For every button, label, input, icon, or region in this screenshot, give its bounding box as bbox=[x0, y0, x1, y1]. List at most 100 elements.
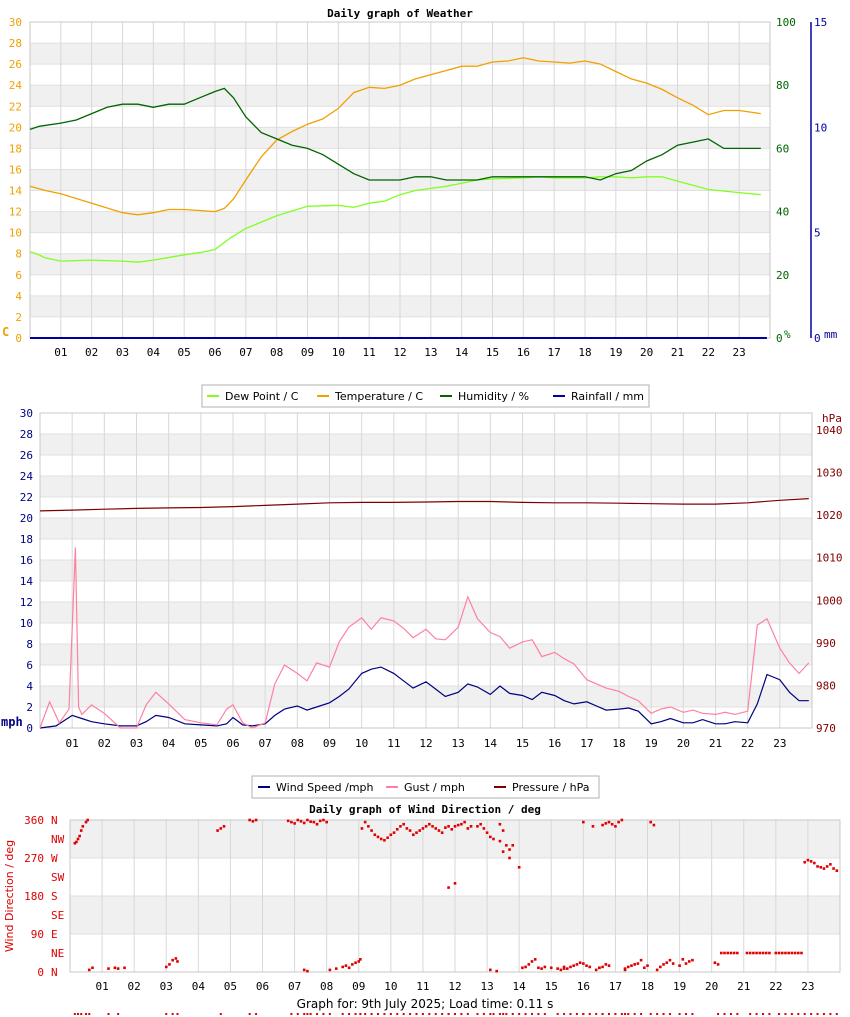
dir-point bbox=[434, 827, 438, 830]
dir-point bbox=[293, 822, 296, 825]
dir-point bbox=[572, 964, 576, 967]
dir-point bbox=[370, 829, 373, 832]
dir-strip-point bbox=[80, 1013, 83, 1015]
dir-strip-point bbox=[582, 1013, 585, 1015]
dir-point bbox=[752, 951, 755, 955]
dir-strip-point bbox=[498, 1013, 501, 1015]
dir-plot-frame bbox=[69, 819, 841, 973]
dir-point bbox=[524, 965, 527, 969]
dir-point bbox=[174, 957, 178, 960]
dir-point bbox=[402, 822, 405, 826]
dir-point bbox=[508, 848, 511, 851]
weather-tick-x: 14 bbox=[455, 346, 469, 359]
dir-strip-point bbox=[784, 1013, 787, 1015]
wind-tick-left: 14 bbox=[20, 575, 34, 588]
weather-tick-left: 8 bbox=[15, 248, 22, 261]
dir-point bbox=[601, 823, 604, 827]
wind-tick-left: 24 bbox=[20, 470, 34, 483]
dir-compass-label: NE bbox=[51, 947, 64, 960]
dir-point bbox=[75, 840, 78, 844]
dir-compass-label: S bbox=[51, 890, 58, 903]
weather-unit-rain: mm bbox=[824, 328, 838, 341]
weather-tick-left: 12 bbox=[9, 206, 22, 219]
dir-point bbox=[463, 820, 466, 824]
dir-point bbox=[440, 831, 444, 834]
wind-tick-x: 19 bbox=[645, 737, 658, 750]
dir-point bbox=[164, 965, 168, 969]
dir-point bbox=[732, 951, 736, 955]
weather-unit-humidity: % bbox=[784, 328, 791, 341]
weather-legend-label: Rainfall / mm bbox=[571, 390, 644, 403]
dir-point bbox=[286, 819, 290, 823]
dir-point bbox=[302, 968, 306, 972]
dir-point bbox=[302, 821, 306, 825]
dir-tick-x: 14 bbox=[513, 980, 527, 993]
dir-tick-x: 02 bbox=[128, 980, 141, 993]
dir-strip-point bbox=[668, 1013, 671, 1015]
dir-tick-x: 16 bbox=[577, 980, 590, 993]
dir-point bbox=[601, 965, 604, 969]
dir-point bbox=[495, 969, 499, 973]
wind-tick-x: 13 bbox=[452, 737, 465, 750]
dir-point bbox=[636, 962, 640, 965]
wind-tick-left: 16 bbox=[20, 554, 33, 567]
dir-point bbox=[668, 958, 672, 962]
dir-point bbox=[84, 820, 88, 824]
weather-series-humidity bbox=[29, 87, 761, 181]
dir-strip-point bbox=[511, 1013, 514, 1015]
weather-tick-x: 08 bbox=[270, 346, 283, 359]
weather-tick-left: 10 bbox=[9, 227, 22, 240]
dir-tick-x: 01 bbox=[95, 980, 108, 993]
pressure-tick-right: 980 bbox=[816, 679, 836, 692]
dir-point bbox=[575, 963, 579, 966]
dir-compass-label: W bbox=[51, 852, 58, 865]
dir-tick-x: 05 bbox=[224, 980, 237, 993]
pressure-unit-right: hPa bbox=[822, 412, 842, 425]
dir-point bbox=[665, 961, 669, 965]
dir-point bbox=[562, 965, 566, 969]
dir-point bbox=[123, 966, 126, 970]
dir-strip-point bbox=[816, 1013, 819, 1015]
weather-tick-x: 16 bbox=[517, 346, 530, 359]
dir-point bbox=[829, 863, 832, 866]
dir-point bbox=[517, 865, 521, 869]
dir-tick-left: 90 bbox=[31, 928, 44, 941]
dir-point bbox=[607, 820, 611, 824]
dir-strip-point bbox=[492, 1013, 495, 1015]
dir-strip-point bbox=[77, 1013, 80, 1015]
dir-strip-point bbox=[489, 1013, 492, 1015]
dir-strip-point bbox=[428, 1013, 431, 1015]
dir-strip-point bbox=[296, 1013, 299, 1015]
dir-point bbox=[768, 951, 771, 955]
weather-tick-x: 03 bbox=[116, 346, 129, 359]
dir-strip-point bbox=[803, 1013, 806, 1015]
wind-legend-label: Pressure / hPa bbox=[512, 781, 590, 794]
dir-point bbox=[447, 886, 450, 889]
wind-tick-x: 18 bbox=[612, 737, 625, 750]
dir-point bbox=[723, 951, 726, 955]
dir-point bbox=[790, 951, 794, 955]
dir-point bbox=[511, 844, 515, 847]
wind-legend-label: Wind Speed /mph bbox=[276, 781, 374, 794]
dir-point bbox=[485, 831, 489, 834]
wind-tick-x: 11 bbox=[387, 737, 400, 750]
dir-point bbox=[681, 958, 685, 961]
dir-strip-point bbox=[575, 1013, 578, 1015]
wind-tick-left: 26 bbox=[20, 449, 33, 462]
weather-tick-left: 20 bbox=[9, 121, 22, 134]
dir-point bbox=[290, 820, 293, 824]
dir-point bbox=[649, 820, 653, 824]
wind-series-pressure bbox=[39, 498, 809, 512]
dir-point bbox=[530, 960, 534, 963]
dir-point bbox=[81, 825, 85, 828]
dir-point bbox=[604, 822, 608, 825]
dir-point bbox=[418, 829, 422, 832]
dir-strip-point bbox=[165, 1013, 168, 1015]
dir-strip-point bbox=[88, 1013, 91, 1015]
dir-point bbox=[91, 966, 94, 970]
dir-point bbox=[171, 958, 174, 962]
weather-tick-x: 19 bbox=[609, 346, 622, 359]
weather-tick-rain: 15 bbox=[814, 16, 827, 29]
dir-point bbox=[351, 963, 354, 966]
dir-point bbox=[431, 825, 434, 828]
